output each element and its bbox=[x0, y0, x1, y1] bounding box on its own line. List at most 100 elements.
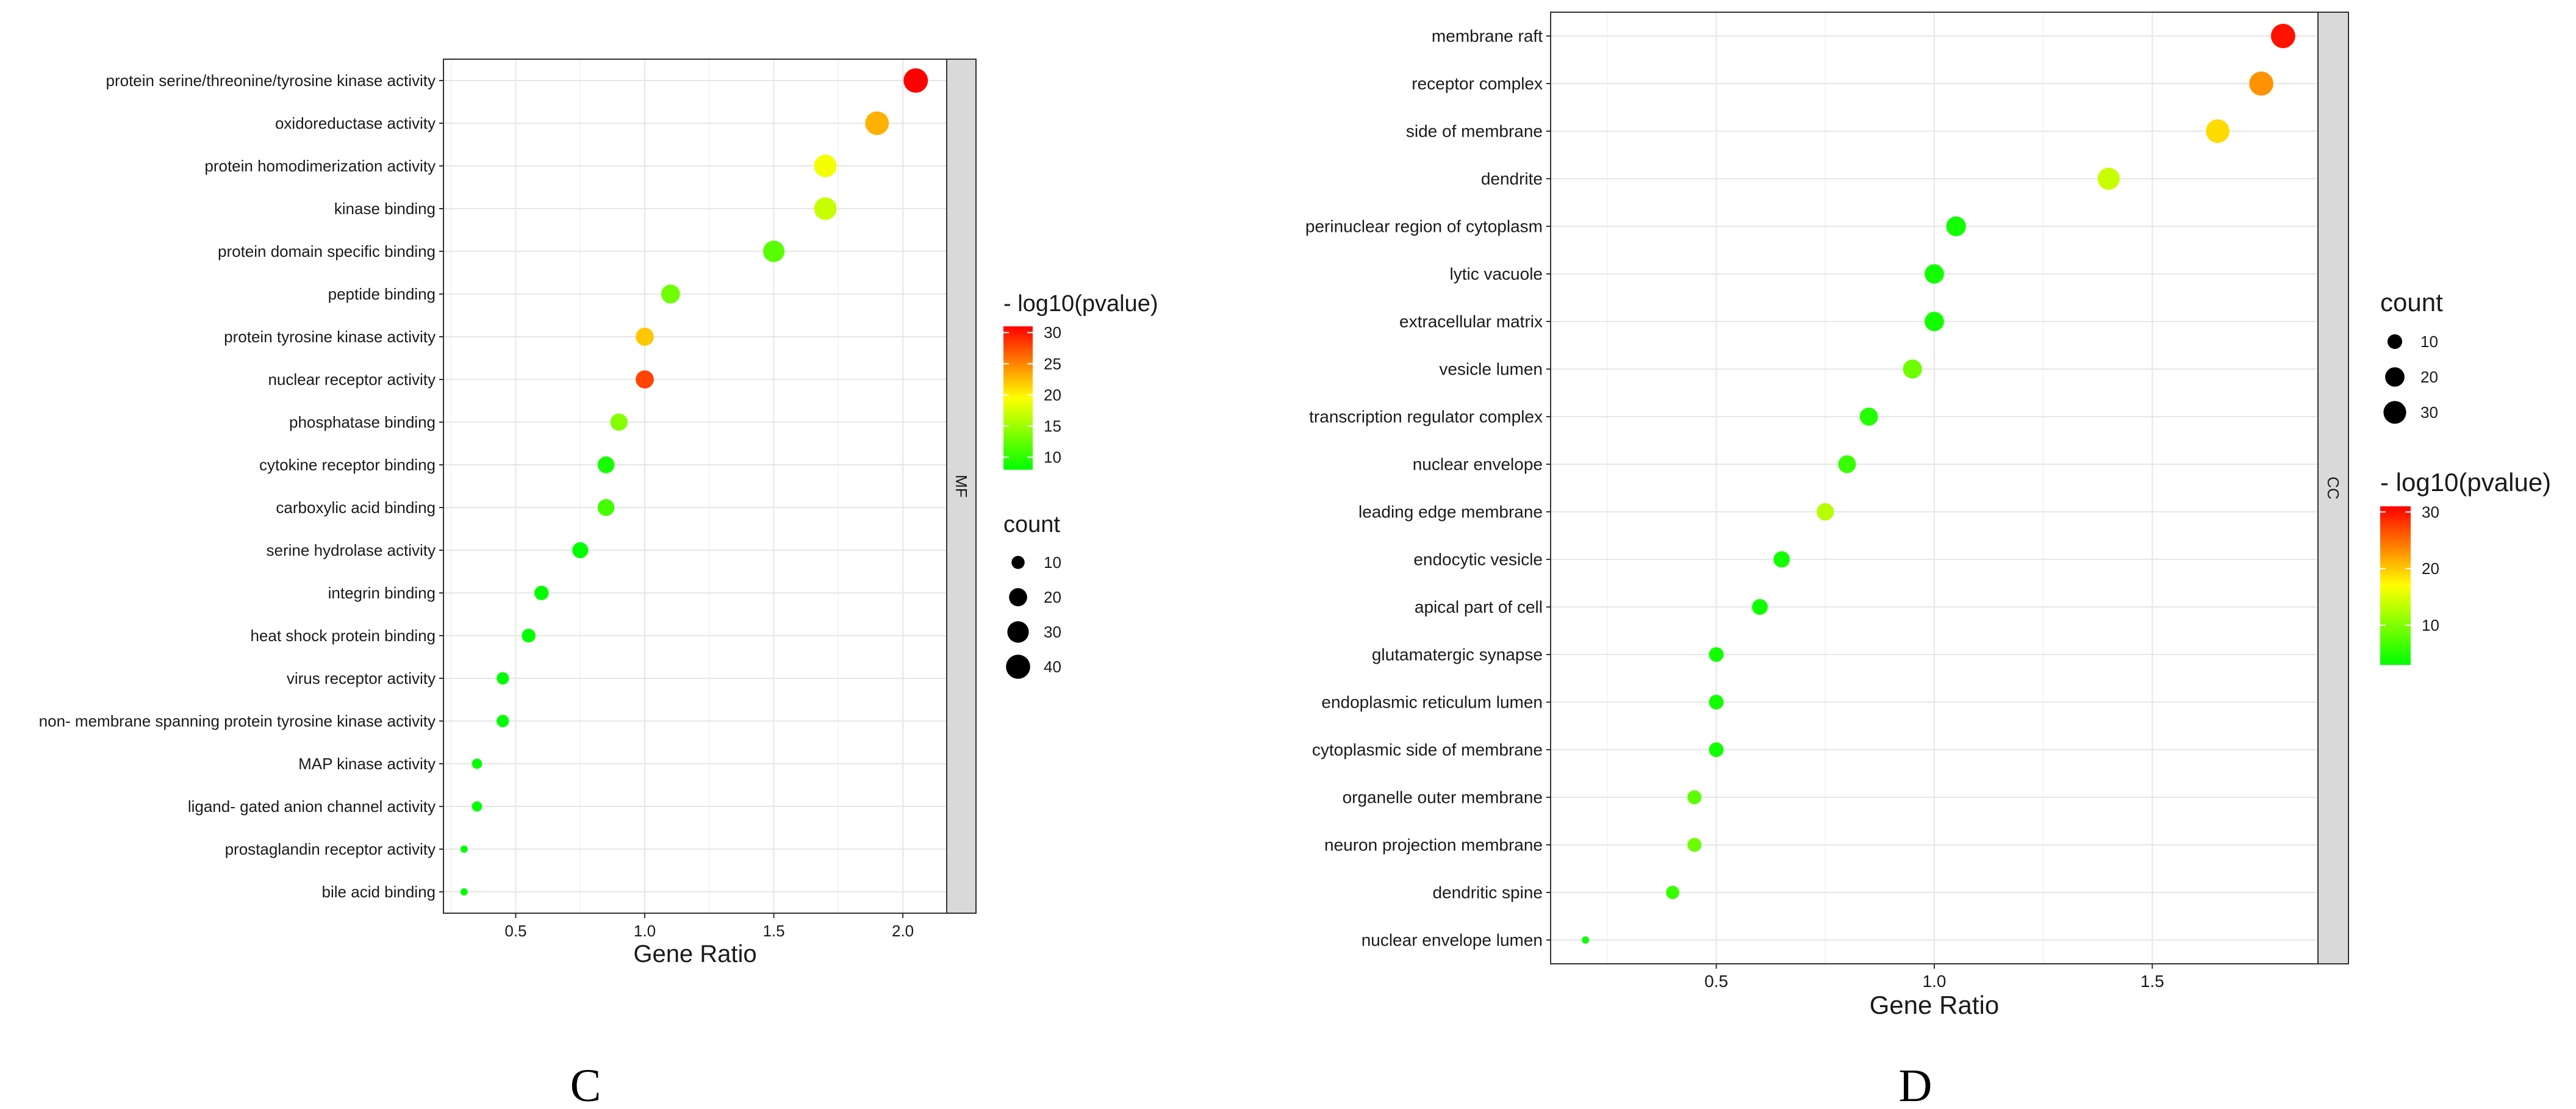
x-axis-title: Gene Ratio bbox=[633, 941, 756, 967]
panel-d-dot-plot: membrane raft receptor complex side of mem… bbox=[1305, 12, 2551, 1109]
category-label: nuclear envelope lumen bbox=[1362, 931, 1543, 950]
facet-label: CC bbox=[2324, 476, 2342, 500]
x-tick-label: 1.0 bbox=[634, 922, 656, 940]
color-legend-title: - log10(pvalue) bbox=[1003, 291, 1158, 317]
color-legend-label: 30 bbox=[1044, 323, 1061, 342]
data-point bbox=[1687, 838, 1702, 852]
data-point bbox=[497, 672, 509, 685]
category-label: endocytic vesicle bbox=[1413, 550, 1543, 569]
x-tick-label: 0.5 bbox=[1704, 972, 1728, 991]
data-point bbox=[636, 370, 654, 389]
color-legend-label: 25 bbox=[1044, 354, 1061, 373]
color-legend-label: 20 bbox=[1044, 386, 1061, 404]
data-point bbox=[1817, 503, 1834, 521]
data-point bbox=[572, 542, 589, 559]
category-label: lytic vacuole bbox=[1449, 265, 1543, 284]
category-label: bile acid binding bbox=[322, 883, 436, 901]
data-point bbox=[1925, 264, 1944, 284]
category-label: neuron projection membrane bbox=[1324, 836, 1543, 855]
data-point bbox=[2206, 119, 2230, 143]
data-point bbox=[1709, 742, 1724, 758]
data-point bbox=[534, 586, 549, 600]
data-point bbox=[472, 758, 483, 769]
category-label: heat shock protein binding bbox=[250, 626, 436, 645]
data-point bbox=[1709, 647, 1724, 662]
size-legend-key bbox=[1009, 588, 1027, 606]
size-legend-label: 40 bbox=[1044, 658, 1061, 676]
data-point bbox=[903, 68, 928, 93]
category-label: dendritic spine bbox=[1432, 883, 1543, 902]
data-point bbox=[814, 154, 837, 178]
size-legend-label: 10 bbox=[1044, 553, 1061, 572]
category-label: protein serine/threonine/tyrosine kinase… bbox=[106, 71, 436, 90]
data-point bbox=[522, 628, 536, 643]
x-axis-title: Gene Ratio bbox=[1870, 991, 1999, 1019]
category-label: organelle outer membrane bbox=[1343, 788, 1543, 807]
size-legend-label: 30 bbox=[1044, 623, 1061, 641]
category-label: apical part of cell bbox=[1415, 598, 1543, 617]
data-point bbox=[2249, 71, 2273, 96]
panel-letter: D bbox=[1899, 1060, 1932, 1109]
category-label: protein domain specific binding bbox=[218, 242, 436, 260]
category-label: prostaglandin receptor activity bbox=[225, 840, 436, 858]
data-point bbox=[1709, 694, 1724, 710]
data-point bbox=[472, 801, 483, 812]
panel-letter: C bbox=[570, 1060, 601, 1109]
color-legend-label: 30 bbox=[2422, 503, 2439, 521]
category-label: glutamatergic synapse bbox=[1372, 645, 1543, 664]
size-legend-label: 30 bbox=[2420, 403, 2438, 422]
facet-strip bbox=[2317, 12, 2349, 964]
size-legend-key bbox=[2383, 401, 2406, 424]
data-point bbox=[1903, 359, 1922, 379]
color-legend-label: 20 bbox=[2422, 559, 2439, 578]
category-label: serine hydrolase activity bbox=[267, 541, 436, 559]
facet-strip bbox=[946, 59, 977, 914]
color-legend-label: 15 bbox=[1044, 417, 1061, 435]
data-point bbox=[661, 284, 680, 304]
x-tick-label: 1.0 bbox=[1923, 972, 1946, 991]
category-label: phosphatase binding bbox=[289, 413, 436, 431]
size-legend-title: count bbox=[1003, 512, 1060, 537]
data-point bbox=[597, 499, 615, 516]
data-point bbox=[1752, 599, 1768, 615]
data-point bbox=[1859, 407, 1878, 426]
data-point bbox=[865, 111, 889, 135]
panel-c-dot-plot: protein serine/threonine/tyrosine kinase… bbox=[39, 59, 1158, 1109]
data-point bbox=[2097, 167, 2120, 190]
size-legend-key bbox=[2385, 367, 2405, 387]
size-legend-key bbox=[1011, 556, 1025, 569]
category-label: membrane raft bbox=[1432, 27, 1543, 46]
data-point bbox=[1925, 312, 1944, 331]
category-label: vesicle lumen bbox=[1439, 360, 1543, 379]
data-point bbox=[1666, 886, 1680, 899]
category-label: virus receptor activity bbox=[287, 669, 436, 687]
category-label: nuclear receptor activity bbox=[268, 370, 436, 389]
facet-label: MF bbox=[952, 475, 970, 498]
size-legend-key bbox=[1006, 655, 1030, 679]
category-label: side of membrane bbox=[1406, 122, 1543, 141]
size-legend-label: 10 bbox=[2420, 332, 2438, 351]
color-legend-label: 10 bbox=[2422, 616, 2439, 634]
data-point bbox=[497, 714, 509, 728]
category-label: nuclear envelope bbox=[1413, 455, 1543, 474]
category-label: non- membrane spanning protein tyrosine … bbox=[39, 712, 436, 730]
category-label: kinase binding bbox=[334, 199, 436, 218]
data-point bbox=[460, 845, 468, 853]
size-legend-title: count bbox=[2380, 288, 2443, 317]
x-tick-label: 1.5 bbox=[2140, 972, 2164, 991]
category-label: perinuclear region of cytoplasm bbox=[1305, 217, 1543, 236]
data-point bbox=[1687, 790, 1702, 805]
size-legend-key bbox=[2387, 334, 2403, 350]
category-label: protein tyrosine kinase activity bbox=[224, 328, 436, 346]
x-tick-label: 1.5 bbox=[762, 922, 784, 940]
category-label: protein homodimerization activity bbox=[204, 157, 436, 175]
data-point bbox=[610, 413, 628, 431]
category-label: receptor complex bbox=[1412, 74, 1543, 93]
category-label: leading edge membrane bbox=[1358, 503, 1543, 522]
data-point bbox=[1838, 455, 1856, 473]
category-label: integrin binding bbox=[328, 584, 436, 602]
category-label: extracellular matrix bbox=[1399, 312, 1543, 331]
size-legend-label: 20 bbox=[1044, 588, 1061, 606]
data-point bbox=[1946, 216, 1966, 237]
category-label: oxidoreductase activity bbox=[275, 114, 436, 132]
